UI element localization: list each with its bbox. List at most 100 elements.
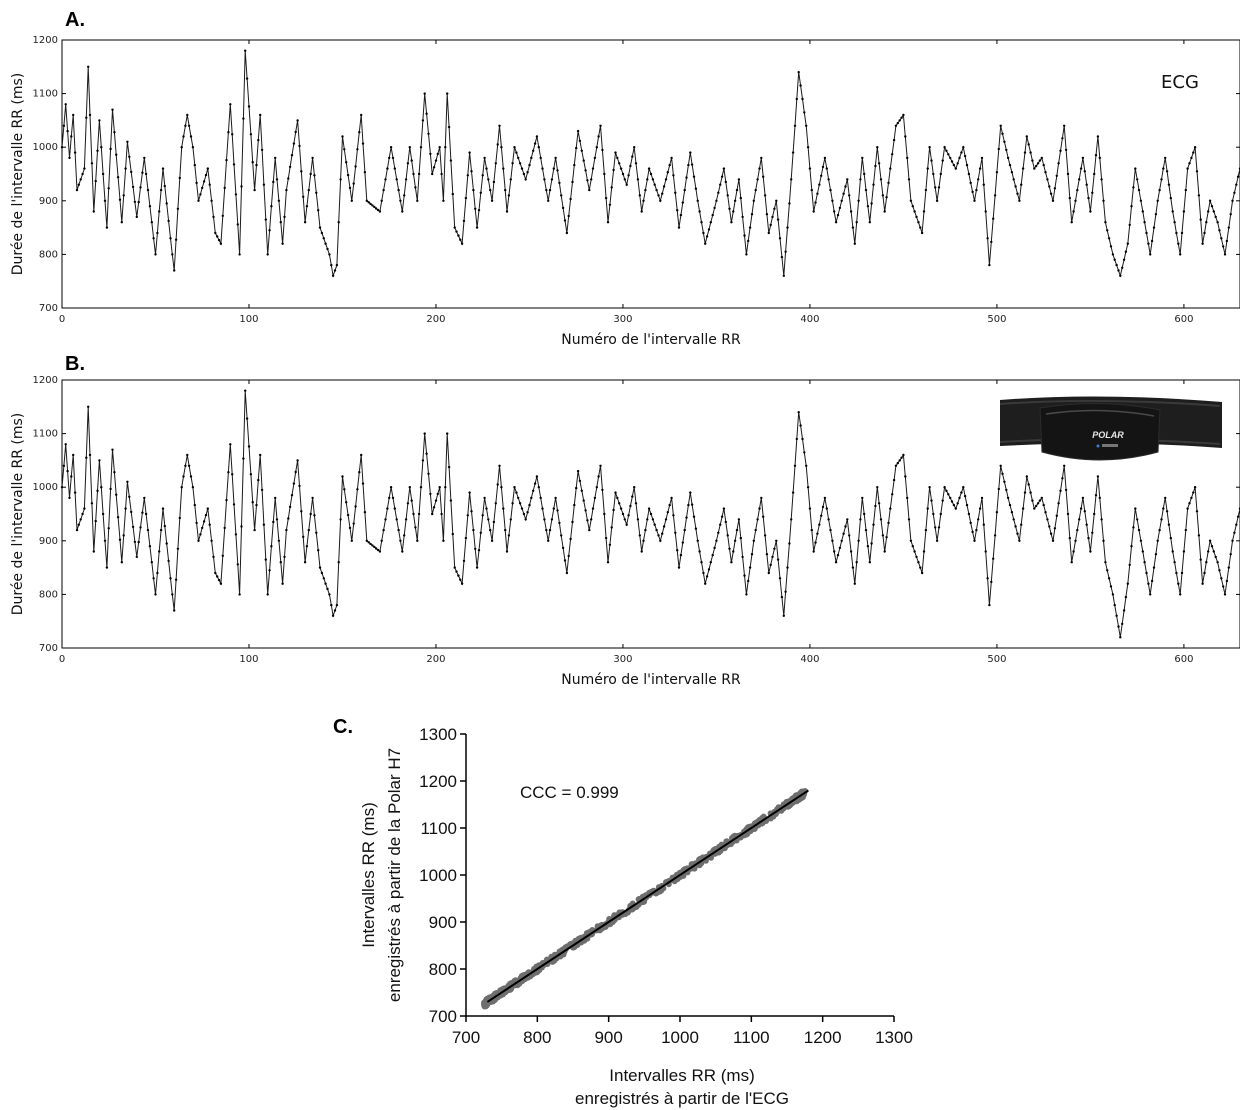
b-data-point bbox=[1186, 507, 1189, 510]
a-data-point bbox=[1085, 183, 1088, 186]
b-y-tick-label: 800 bbox=[39, 589, 58, 600]
a-data-point bbox=[1035, 164, 1038, 168]
panel-b-frame bbox=[61, 379, 1240, 649]
b-data-point bbox=[952, 503, 956, 507]
b-data-point bbox=[750, 553, 754, 556]
c-y-tick-label: 1100 bbox=[420, 819, 457, 838]
a-data-point bbox=[627, 174, 630, 177]
a-data-point bbox=[934, 186, 937, 189]
b-data-point bbox=[752, 539, 755, 542]
a-data-point bbox=[113, 131, 116, 134]
a-data-point bbox=[494, 162, 497, 165]
a-data-point bbox=[64, 103, 67, 106]
b-data-point bbox=[1160, 518, 1163, 521]
a-data-point bbox=[1207, 210, 1210, 213]
a-data-point bbox=[358, 131, 361, 134]
a-data-point bbox=[849, 210, 853, 213]
b-data-point bbox=[956, 502, 959, 505]
a-data-point bbox=[1001, 132, 1004, 135]
a-data-point bbox=[720, 175, 724, 178]
a-data-point bbox=[606, 221, 610, 224]
b-data-point bbox=[595, 486, 598, 489]
a-data-point bbox=[730, 221, 733, 224]
b-data-point bbox=[891, 493, 894, 496]
a-data-point bbox=[909, 199, 913, 202]
a-data-point bbox=[560, 194, 563, 197]
b-data-point bbox=[1059, 489, 1062, 492]
a-data-point bbox=[361, 142, 365, 145]
b-data-point bbox=[455, 570, 458, 573]
b-data-point bbox=[881, 534, 885, 537]
a-data-point bbox=[548, 188, 552, 192]
b-data-point bbox=[77, 523, 81, 526]
a-data-point bbox=[748, 226, 752, 229]
b-data-point bbox=[586, 519, 589, 522]
b-data-point bbox=[980, 496, 984, 500]
a-data-point bbox=[376, 208, 380, 212]
a-data-point bbox=[547, 199, 550, 202]
panel-c-y-axis-title-2: enregistrés à partir de la Polar H7 bbox=[385, 748, 404, 1002]
b-data-point bbox=[1083, 510, 1087, 513]
a-data-point bbox=[333, 269, 337, 272]
b-data-point bbox=[1130, 545, 1133, 548]
a-data-point bbox=[782, 274, 785, 277]
a-data-point bbox=[883, 210, 886, 213]
b-data-point bbox=[1222, 585, 1225, 588]
b-data-point bbox=[608, 543, 612, 546]
b-data-point bbox=[676, 549, 679, 552]
a-data-point bbox=[573, 163, 576, 167]
a-data-point bbox=[178, 176, 181, 180]
a-data-point bbox=[399, 199, 402, 202]
a-data-point bbox=[238, 253, 241, 256]
b-data-point bbox=[376, 548, 380, 552]
a-data-point bbox=[1098, 156, 1102, 160]
b-data-point bbox=[1070, 561, 1073, 564]
a-data-point bbox=[1096, 135, 1100, 138]
a-data-point bbox=[683, 188, 686, 192]
a-data-point bbox=[922, 210, 926, 213]
a-data-point bbox=[640, 210, 643, 213]
b-data-point bbox=[481, 514, 484, 517]
b-data-point bbox=[83, 507, 86, 510]
a-data-point bbox=[373, 205, 376, 209]
b-data-point bbox=[277, 539, 281, 542]
b-data-point bbox=[64, 443, 67, 446]
b-data-point bbox=[537, 486, 540, 489]
a-data-point bbox=[423, 92, 426, 95]
a-data-point bbox=[339, 178, 342, 181]
a-data-point bbox=[1203, 231, 1206, 235]
b-data-point bbox=[300, 510, 303, 513]
b-data-point bbox=[1107, 577, 1111, 580]
b-data-point bbox=[1223, 593, 1227, 596]
b-data-point bbox=[677, 566, 681, 569]
a-data-point bbox=[735, 188, 739, 192]
a-data-point bbox=[539, 156, 542, 160]
b-data-point bbox=[722, 507, 726, 510]
a-data-point bbox=[1081, 156, 1085, 160]
b-data-point bbox=[431, 512, 434, 516]
b-data-point bbox=[1229, 553, 1232, 556]
panel-c-y-ticks: 700 800 900 1000 1100 1200 1300 bbox=[419, 725, 466, 1026]
a-data-point bbox=[535, 135, 539, 138]
a-data-point bbox=[318, 226, 322, 229]
b-data-point bbox=[756, 518, 759, 521]
b-data-point bbox=[419, 486, 423, 489]
b-data-point bbox=[814, 541, 817, 544]
b-data-point bbox=[1225, 579, 1229, 583]
b-data-point bbox=[244, 389, 247, 392]
a-data-point bbox=[870, 202, 873, 205]
b-data-point bbox=[412, 512, 415, 516]
b-data-point bbox=[96, 489, 99, 492]
a-data-point bbox=[511, 162, 514, 165]
a-data-point bbox=[997, 147, 1000, 151]
a-data-point bbox=[1235, 183, 1238, 186]
panel-c: C. 700 800 900 1000 1100 1200 1300 700 800 900 10… bbox=[333, 716, 913, 1108]
b-data-point bbox=[462, 559, 466, 563]
a-data-point bbox=[889, 167, 892, 170]
b-data-point bbox=[593, 496, 597, 500]
a-data-point bbox=[294, 130, 297, 134]
a-data-point bbox=[199, 193, 202, 196]
b-data-point bbox=[232, 503, 236, 506]
a-data-point bbox=[791, 151, 795, 154]
a-data-point bbox=[608, 203, 612, 206]
